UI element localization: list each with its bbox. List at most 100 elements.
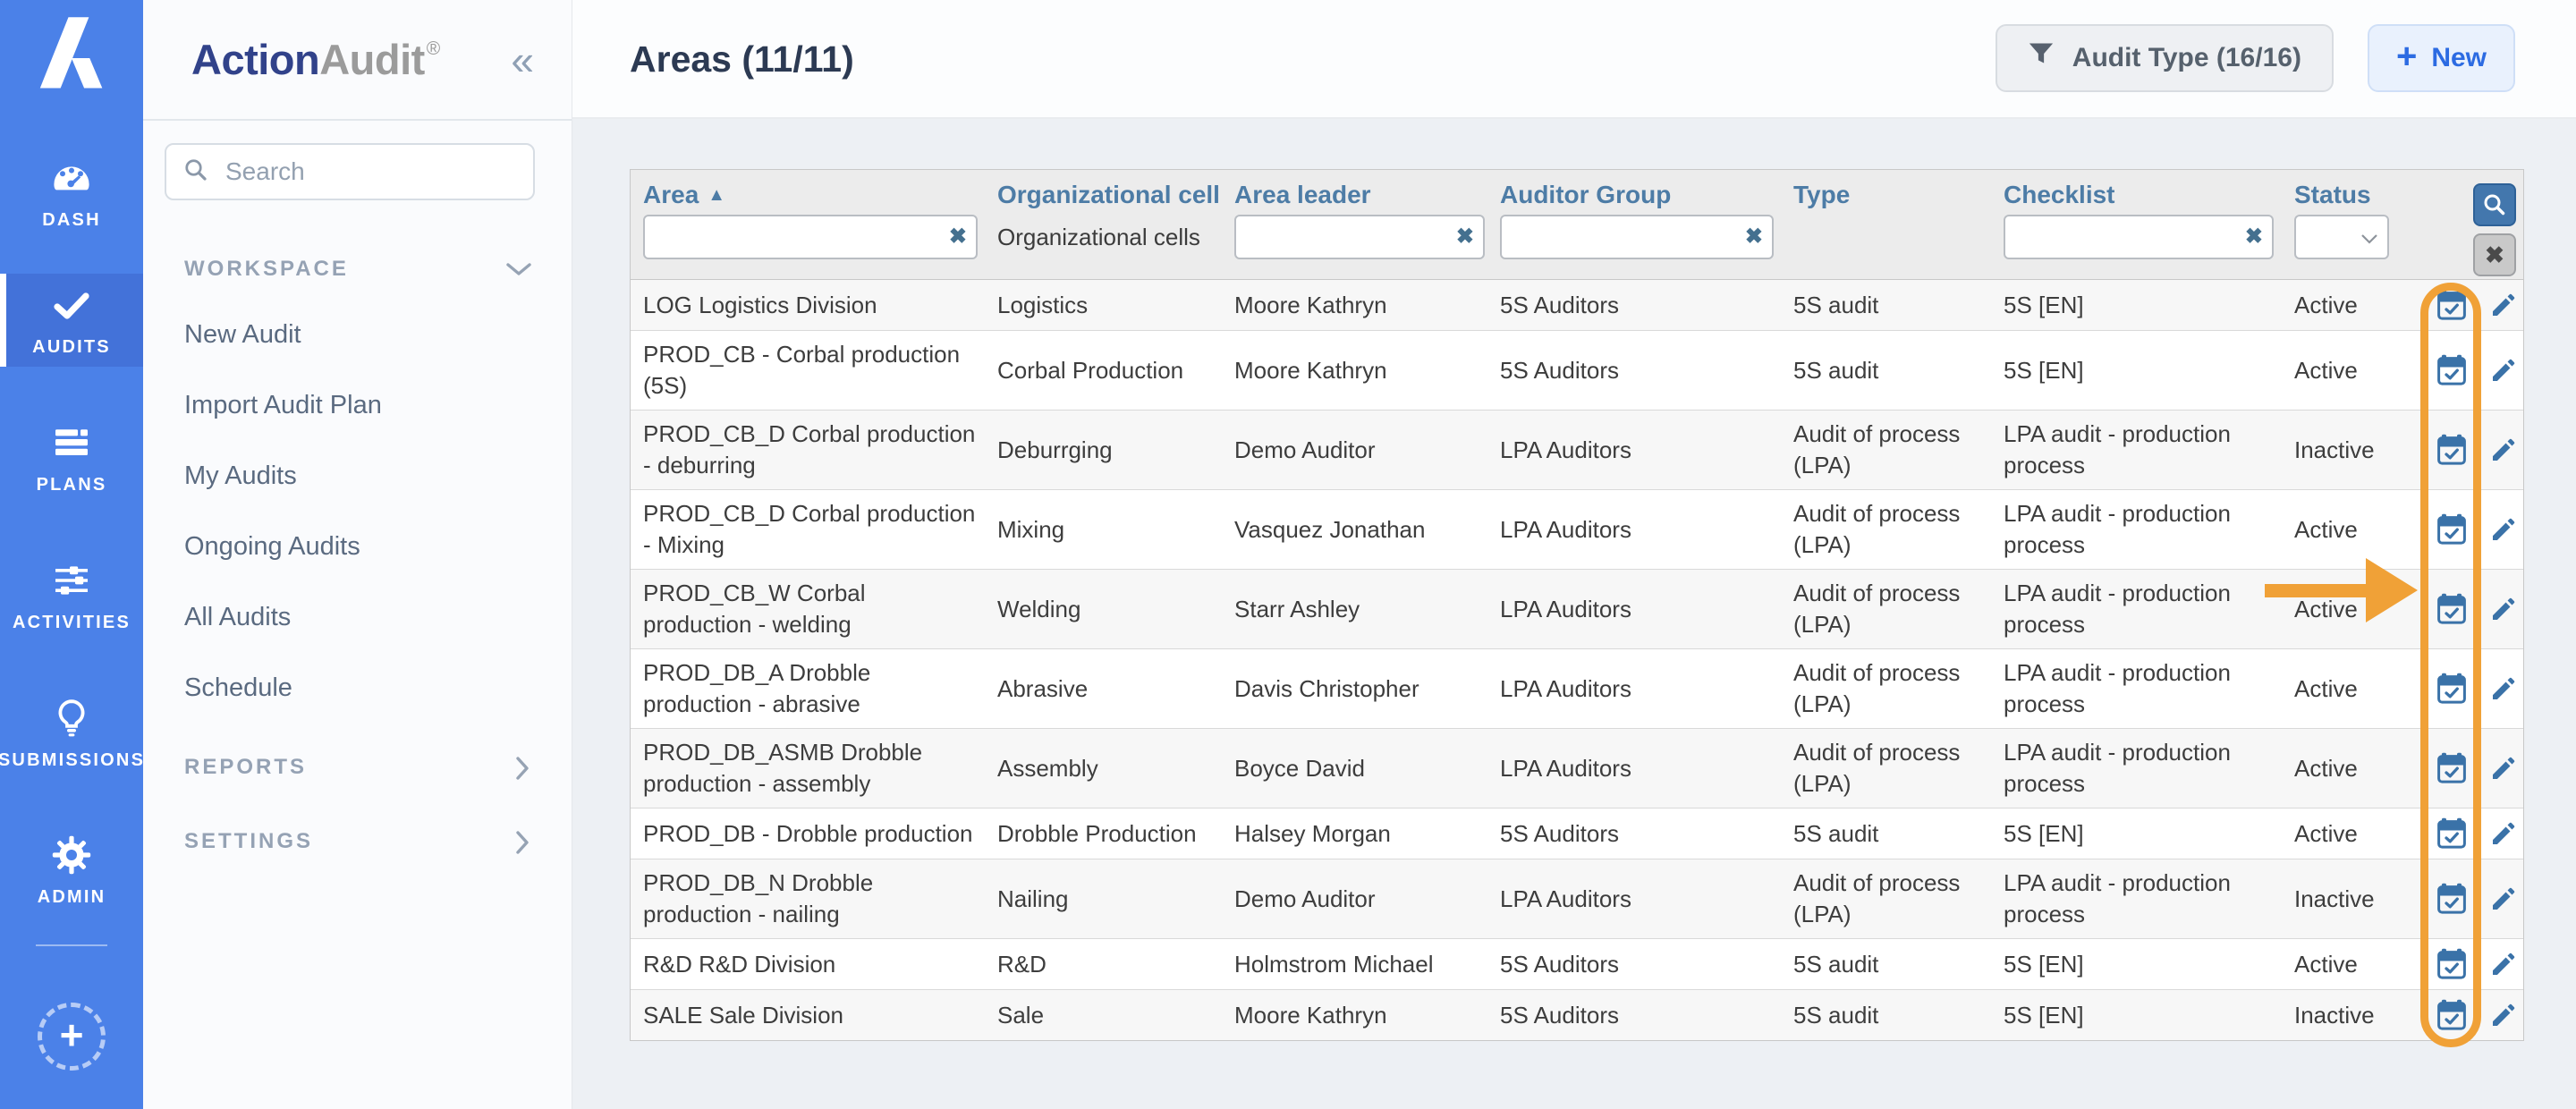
edit-pencil-icon[interactable]: [2489, 1001, 2518, 1029]
column-header-status[interactable]: Status: [2294, 181, 2371, 208]
calendar-check-icon[interactable]: [2436, 288, 2468, 322]
calendar-check-icon[interactable]: [2436, 592, 2468, 626]
edit-pencil-icon[interactable]: [2489, 885, 2518, 913]
organizational-cells-filter-link[interactable]: Organizational cells: [997, 223, 1200, 250]
app-logo[interactable]: [0, 13, 143, 91]
column-header-area-leader[interactable]: Area leader: [1234, 181, 1371, 208]
calendar-check-icon[interactable]: [2436, 512, 2468, 546]
cell-status: Active: [2294, 515, 2358, 543]
sidebar-header: Action Audit ® «: [143, 0, 572, 121]
sidebar-item-ongoing-audits[interactable]: Ongoing Audits: [184, 531, 360, 561]
table-row[interactable]: LOG Logistics Division Logistics Moore K…: [631, 280, 2523, 330]
sidebar-item-my-audits[interactable]: My Audits: [184, 461, 297, 490]
calendar-check-icon[interactable]: [2436, 672, 2468, 706]
sidebar-section-workspace[interactable]: WORKSPACE: [184, 257, 349, 281]
cell-area-leader: Moore Kathryn: [1234, 1001, 1387, 1029]
edit-pencil-icon[interactable]: [2489, 515, 2518, 544]
clear-filters-button[interactable]: ✖: [2473, 233, 2516, 276]
brand-wordmark: Action Audit ®: [191, 0, 440, 119]
cell-status: Active: [2294, 819, 2358, 847]
cell-checklist: LPA audit - production process: [2004, 420, 2231, 478]
calendar-check-icon[interactable]: [2436, 882, 2468, 916]
chevron-right-icon[interactable]: [514, 755, 530, 782]
edit-pencil-icon[interactable]: [2489, 595, 2518, 623]
cell-checklist: 5S [EN]: [2004, 819, 2084, 847]
clear-icon[interactable]: ✖: [1455, 224, 1474, 249]
sidebar-item-import-audit-plan[interactable]: Import Audit Plan: [184, 390, 382, 419]
clear-icon[interactable]: ✖: [948, 224, 967, 249]
table-row[interactable]: PROD_DB - Drobble production Drobble Pro…: [631, 808, 2523, 859]
table-row[interactable]: PROD_DB_A Drobble production - abrasive …: [631, 648, 2523, 728]
rail-item-admin[interactable]: ADMIN: [0, 824, 143, 917]
search-input[interactable]: [224, 157, 550, 187]
column-header-org-cell[interactable]: Organizational cell: [997, 181, 1220, 208]
calendar-check-icon[interactable]: [2436, 947, 2468, 981]
calendar-check-icon[interactable]: [2436, 433, 2468, 467]
table-row[interactable]: SALE Sale Division Sale Moore Kathryn 5S…: [631, 989, 2523, 1040]
table-filter-header: Area ▲ ✖ Organizational cell Organizatio…: [631, 170, 2523, 280]
rail-item-dash[interactable]: DASH: [0, 147, 143, 240]
new-button[interactable]: + New: [2367, 24, 2515, 92]
calendar-check-icon[interactable]: [2436, 998, 2468, 1032]
rail-add-button[interactable]: +: [38, 1003, 106, 1071]
calendar-check-icon[interactable]: [2436, 751, 2468, 785]
clear-icon[interactable]: ✖: [1744, 224, 1763, 249]
column-header-type[interactable]: Type: [1793, 181, 1851, 208]
rail-item-submissions[interactable]: SUBMISSIONS: [0, 687, 143, 780]
calendar-check-icon[interactable]: [2436, 817, 2468, 851]
brand-a-icon: [39, 17, 103, 89]
table-row[interactable]: PROD_CB_D Corbal production - deburring …: [631, 410, 2523, 489]
rail-item-audits[interactable]: AUDITS: [0, 274, 143, 367]
sidebar-collapse-icon[interactable]: «: [511, 36, 534, 83]
sidebar-item-schedule[interactable]: Schedule: [184, 673, 292, 702]
rail-item-plans[interactable]: PLANS: [0, 411, 143, 504]
edit-pencil-icon[interactable]: [2489, 291, 2518, 319]
cell-status: Active: [2294, 356, 2358, 384]
edit-pencil-icon[interactable]: [2489, 436, 2518, 464]
area-filter-input[interactable]: [643, 215, 978, 259]
clear-icon[interactable]: ✖: [2244, 224, 2263, 249]
table-body: LOG Logistics Division Logistics Moore K…: [631, 280, 2523, 1040]
edit-pencil-icon[interactable]: [2489, 950, 2518, 978]
auditor-group-filter-input[interactable]: [1500, 215, 1774, 259]
table-row[interactable]: PROD_DB_ASMB Drobble production - assemb…: [631, 728, 2523, 808]
table-row[interactable]: PROD_DB_N Drobble production - nailing N…: [631, 859, 2523, 938]
cell-area: PROD_DB_N Drobble production - nailing: [643, 869, 874, 927]
cell-org-cell: Logistics: [997, 291, 1089, 318]
column-type: Type: [1781, 170, 1991, 279]
cell-type: 5S audit: [1793, 819, 1879, 847]
table-row[interactable]: R&D R&D Division R&D Holmstrom Michael 5…: [631, 938, 2523, 989]
cell-actions: [2416, 939, 2521, 989]
chevron-right-icon[interactable]: [514, 829, 530, 856]
edit-pencil-icon[interactable]: [2489, 674, 2518, 703]
column-header-auditor-group[interactable]: Auditor Group: [1500, 181, 1672, 208]
audit-type-filter-button[interactable]: Audit Type (16/16): [1995, 24, 2334, 92]
chevron-down-icon[interactable]: [505, 261, 532, 277]
calendar-check-icon[interactable]: [2436, 353, 2468, 387]
cell-area: LOG Logistics Division: [643, 291, 877, 318]
rail-item-activities[interactable]: ACTIVITIES: [0, 549, 143, 642]
sidebar-section-settings[interactable]: SETTINGS: [184, 829, 314, 853]
status-filter-select[interactable]: [2294, 215, 2389, 259]
column-header-checklist[interactable]: Checklist: [2004, 181, 2115, 208]
edit-pencil-icon[interactable]: [2489, 754, 2518, 783]
sidebar-section-reports[interactable]: REPORTS: [184, 755, 308, 779]
cell-auditor-group: LPA Auditors: [1500, 754, 1631, 782]
checklist-filter-input[interactable]: [2004, 215, 2274, 259]
cell-actions: [2416, 280, 2521, 330]
check-icon: [50, 284, 93, 331]
apply-filters-button[interactable]: [2473, 183, 2516, 226]
table-row[interactable]: PROD_CB_D Corbal production - Mixing Mix…: [631, 489, 2523, 569]
sidebar-item-all-audits[interactable]: All Audits: [184, 602, 292, 631]
column-header-area[interactable]: Area ▲: [643, 181, 726, 208]
cell-actions: [2416, 584, 2521, 634]
edit-pencil-icon[interactable]: [2489, 819, 2518, 848]
table-row[interactable]: PROD_CB - Corbal production (5S) Corbal …: [631, 330, 2523, 410]
cell-status: Inactive: [2294, 436, 2375, 463]
sidebar-item-new-audit[interactable]: New Audit: [184, 319, 301, 349]
column-auditor-group: Auditor Group ✖: [1487, 170, 1781, 279]
table-row[interactable]: PROD_CB_W Corbal production - welding We…: [631, 569, 2523, 648]
area-leader-filter-input[interactable]: [1234, 215, 1485, 259]
rail-item-label: AUDITS: [32, 336, 111, 357]
edit-pencil-icon[interactable]: [2489, 356, 2518, 385]
